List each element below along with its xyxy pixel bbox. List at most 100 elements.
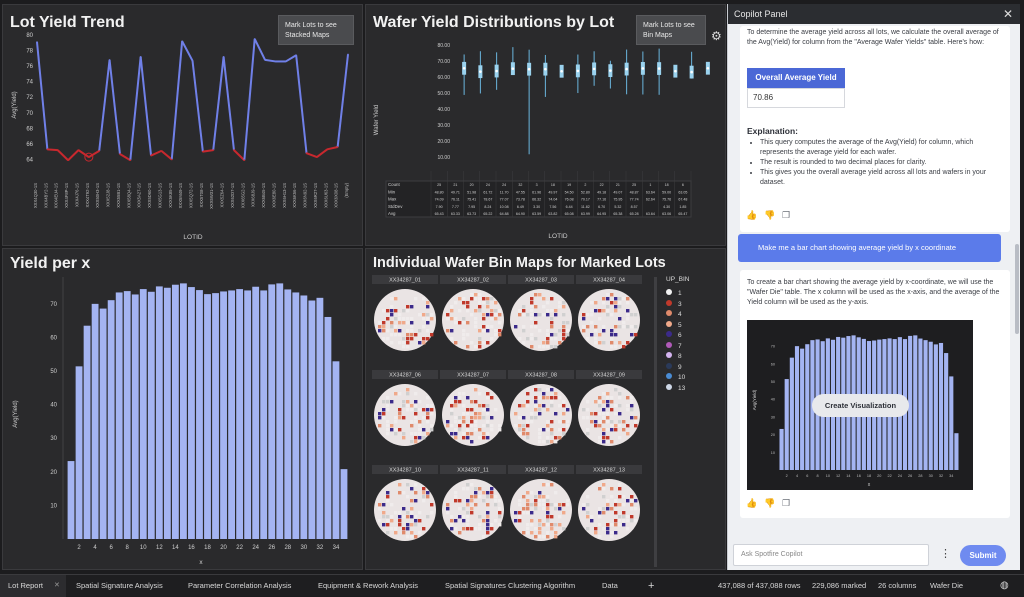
gear-icon[interactable]: ⚙ — [711, 29, 722, 43]
submit-button[interactable]: Submit — [960, 545, 1006, 566]
tab-equipment-rework-analysis[interactable]: Equipment & Rework Analysis — [310, 575, 430, 597]
wafer-die — [462, 432, 466, 436]
wafer-die — [618, 317, 622, 321]
x-tick-label: 34 — [949, 474, 953, 478]
close-icon[interactable]: ✕ — [1002, 7, 1013, 21]
table-cell: 59.00 — [662, 190, 671, 194]
wafer-die — [530, 333, 534, 337]
bin-legend-item[interactable]: 13 — [666, 383, 716, 395]
x-tick-label: XXX6X08-1S — [334, 183, 339, 208]
wafer-die — [538, 535, 542, 539]
wafer-yield-distributions-chart[interactable]: 10.00 20.00 30.00 40.00 50.00 60.00 70.00 80.00… — [366, 5, 726, 246]
thumbs-up-icon[interactable]: 👍 — [746, 498, 758, 508]
bar — [789, 357, 794, 470]
add-tab-icon[interactable]: + — [648, 580, 655, 592]
wafer-die — [598, 333, 602, 337]
copy-icon[interactable]: ❐ — [782, 210, 791, 220]
visualization-preview[interactable]: Avg(Yield) x 10 20 30 40 50 60 70 2 4 6 8 10 12 14 16 18 2… — [747, 320, 973, 490]
active-table-status[interactable]: Wafer Die — [930, 581, 964, 590]
data-point — [139, 55, 142, 58]
tab-parameter-correlation-analysis[interactable]: Parameter Correlation Analysis — [180, 575, 302, 597]
bin-legend-label: 9 — [678, 363, 682, 371]
bin-legend-item[interactable]: 7 — [666, 341, 716, 353]
wafer-die — [522, 329, 526, 333]
more-options-icon[interactable]: ⋮ — [940, 548, 951, 560]
stats-table — [385, 180, 692, 218]
bin-legend-item[interactable]: 1 — [666, 289, 716, 300]
wafer-die — [514, 325, 518, 329]
wafer-die — [430, 313, 434, 317]
wafer-die — [634, 499, 638, 503]
bin-legend-label: 8 — [678, 353, 682, 360]
wafer-die — [538, 499, 542, 503]
bin-legend-item[interactable]: 8 — [666, 352, 716, 363]
wafer-bin-maps-title: Individual Wafer Bin Maps for Marked Lot… — [373, 255, 666, 271]
tab-spatial-signatures-clustering[interactable]: Spatial Signatures Clustering Algorithm — [437, 575, 587, 597]
wafer-die — [498, 511, 502, 515]
wafer-die — [558, 329, 562, 333]
wafer-yield-distributions-title: Wafer Yield Distributions by Lot — [373, 14, 615, 31]
wafer-die — [618, 436, 622, 440]
wafer-die — [486, 523, 490, 527]
wafer-die — [598, 487, 602, 491]
tab-lot-report[interactable]: Lot Report ✕ — [0, 575, 66, 597]
wafer-die — [458, 531, 462, 535]
wafer-die — [606, 440, 610, 444]
wafer-die — [402, 404, 406, 408]
y-tick-label: 70 — [771, 345, 775, 349]
wafer-die — [454, 420, 458, 424]
tab-data[interactable]: Data — [594, 575, 634, 597]
wafer-die — [562, 503, 566, 507]
bin-legend-item[interactable]: 3 — [666, 299, 716, 311]
bin-legend-item[interactable]: 9 — [666, 362, 716, 374]
tab-spatial-signature-analysis[interactable]: Spatial Signature Analysis — [68, 575, 180, 597]
wafer-die — [386, 424, 390, 428]
wafer-die — [446, 511, 450, 515]
create-visualization-button[interactable]: Create Visualization — [812, 394, 909, 417]
wafer-die — [426, 416, 430, 420]
wafer-die — [450, 412, 454, 416]
lot-yield-trend-chart[interactable]: 64 66 68 70 72 74 76 78 80 Avg(Yield) LOTID XXX4Q30… — [3, 5, 363, 246]
bin-legend[interactable]: 1 3 4 5 6 7 8 9 10 13 — [666, 289, 716, 394]
wafer-die — [582, 317, 586, 321]
wafer-die — [610, 535, 614, 539]
wafer-die — [602, 420, 606, 424]
wafer-die — [386, 396, 390, 400]
thumbs-down-icon[interactable]: 👎 — [764, 210, 776, 220]
thumbs-up-icon[interactable]: 👍 — [746, 210, 758, 220]
y-tick-label: 78 — [26, 49, 33, 55]
copy-icon[interactable]: ❐ — [782, 498, 791, 508]
wafer-die — [390, 325, 394, 329]
wafer-die — [466, 432, 470, 436]
thumbs-down-icon[interactable]: 👎 — [764, 498, 776, 508]
wafer-die — [610, 301, 614, 305]
wafer-die — [406, 515, 410, 519]
wafer-die — [614, 511, 618, 515]
wafer-die — [490, 527, 494, 531]
x-tick-label: 6 — [806, 474, 808, 478]
copilot-scrollbar[interactable] — [1015, 244, 1019, 334]
wafer-die — [450, 515, 454, 519]
bin-legend-item[interactable]: 10 — [666, 373, 716, 384]
bin-legend-item[interactable]: 5 — [666, 320, 716, 332]
wafer-die — [530, 337, 534, 341]
close-tab-icon[interactable]: ✕ — [54, 582, 60, 589]
wafer-bin-maps-grid[interactable]: XX34287_01 XX34287_02 XX34287_03 XX34287_04… — [366, 249, 726, 570]
wafer-die — [542, 483, 546, 487]
wafer-die — [414, 499, 418, 503]
bar — [220, 291, 227, 539]
bin-legend-item[interactable]: 6 — [666, 331, 716, 342]
copilot-input[interactable]: Ask Spotfire Copilot — [733, 544, 929, 566]
wafer-die — [606, 428, 610, 432]
wafer-die — [398, 333, 402, 337]
wafer-die — [462, 329, 466, 333]
data-point — [243, 159, 246, 162]
wafer-yield-distributions-panel: Wafer Yield Distributions by Lot Mark Lo… — [365, 4, 726, 246]
wafer-die — [622, 511, 626, 515]
table-cell: 64.88 — [500, 212, 509, 216]
globe-icon[interactable]: ◍ — [1000, 580, 1009, 591]
x-tick-label: XXX5A27-1S — [137, 183, 142, 208]
wafer-die — [470, 495, 474, 499]
bin-legend-item[interactable]: 4 — [666, 310, 716, 321]
